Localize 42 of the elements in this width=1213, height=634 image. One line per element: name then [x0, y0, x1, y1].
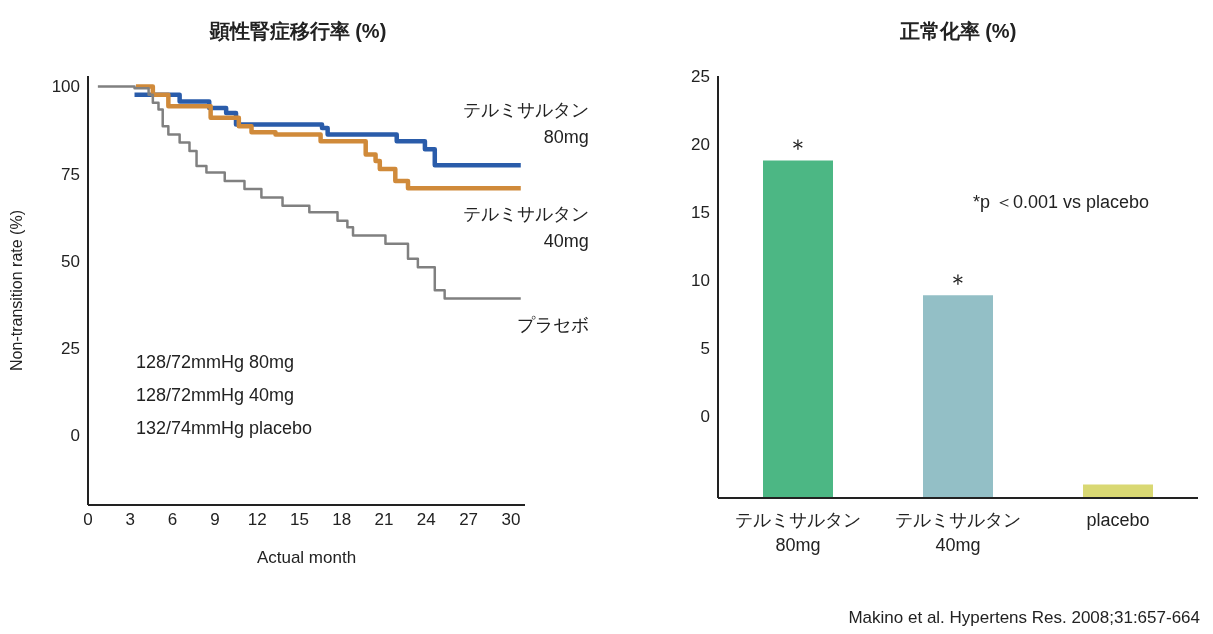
y-tick-label: 0: [700, 407, 710, 427]
data-label: ＊: [786, 134, 810, 162]
series-label: テルミサルタン 40mg: [462, 204, 589, 252]
x-tick-label: placebo: [1086, 510, 1150, 530]
annotation: 132/74mmHg placebo: [136, 417, 313, 440]
x-tick-label: 6: [167, 510, 178, 530]
bar: [1083, 484, 1153, 498]
y-tick-label: 20: [691, 135, 710, 155]
x-tick-label: 24: [416, 510, 436, 530]
y-tick-label: 15: [691, 203, 710, 223]
x-tick-label: 30: [501, 510, 521, 530]
x-tick-label: 18: [332, 510, 352, 530]
x-tick-label: 15: [289, 510, 309, 530]
series-label: プラセボ: [516, 314, 589, 335]
annotation: 128/72mmHg 80mg: [136, 351, 296, 374]
annotation: *p ＜0.001 vs placebo: [973, 191, 1150, 214]
y-tick-label: 5: [700, 339, 710, 359]
y-axis-title: Non-transition rate (%): [7, 210, 25, 371]
y-tick-label: 0: [70, 426, 80, 446]
series-label: テルミサルタン 80mg: [462, 100, 589, 148]
x-tick-label: 12: [247, 510, 267, 530]
data-label: ＊: [946, 269, 970, 297]
bar: [923, 295, 993, 498]
x-tick-label: 27: [459, 510, 479, 530]
x-tick-label: テルミサルタン 80mg: [735, 510, 861, 555]
y-tick-label: 50: [61, 251, 80, 271]
x-tick-label: 9: [210, 510, 220, 530]
x-tick-label: 3: [125, 510, 136, 530]
y-tick-label: 25: [61, 339, 80, 359]
bar: [763, 160, 833, 498]
x-axis-title: Actual month: [256, 548, 357, 567]
annotation: 128/72mmHg 40mg: [136, 384, 296, 407]
x-tick-label: 0: [83, 510, 93, 530]
y-tick-label: 25: [691, 67, 710, 87]
y-tick-label: 75: [61, 164, 80, 184]
chart-title: 正常化率 (%): [898, 19, 1018, 44]
x-tick-label: テルミサルタン 40mg: [895, 510, 1021, 555]
text: Makino et al. Hypertens Res. 2008;31:657-664: [848, 608, 1200, 628]
y-tick-label: 100: [51, 77, 80, 97]
x-tick-label: 21: [374, 510, 394, 530]
chart-title: 顕性腎症移行率 (%): [208, 19, 388, 44]
y-tick-label: 10: [691, 271, 710, 291]
